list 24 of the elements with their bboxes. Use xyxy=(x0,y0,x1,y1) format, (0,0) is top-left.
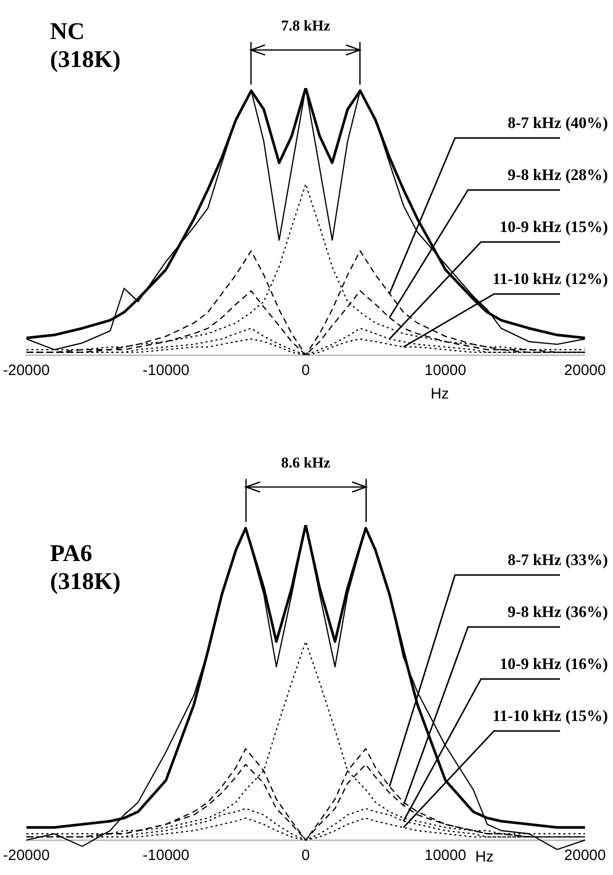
text: 7.8 kHz xyxy=(281,18,331,34)
x-tick-label: 20000 xyxy=(564,847,606,864)
x-tick-label: -20000 xyxy=(2,847,50,864)
text: 9-8 kHz (28%) xyxy=(508,167,608,184)
text: PA6 (318K) xyxy=(50,540,122,596)
x-axis-title: Hz xyxy=(475,848,494,866)
text: 10-9 kHz (16%) xyxy=(500,656,608,674)
text: 8-7 kHz (40%) xyxy=(508,115,608,132)
text: 8.6 kHz xyxy=(281,455,331,472)
x-tick-label: -10000 xyxy=(142,362,190,380)
x-tick-label: 20000 xyxy=(564,362,606,380)
x-tick-label: 0 xyxy=(302,847,310,864)
x-tick-label: 10000 xyxy=(424,362,466,380)
chart-title: NC (318K) xyxy=(50,18,122,74)
x-tick-label: -20000 xyxy=(2,362,50,380)
text: 9-8 kHz (36%) xyxy=(508,604,608,622)
x-tick-label: -10000 xyxy=(142,847,190,864)
text: 8-7 kHz (33%) xyxy=(508,552,608,570)
x-tick-label: 0 xyxy=(302,362,310,380)
x-tick-label: 10000 xyxy=(424,847,466,864)
text: 10-9 kHz (15%) xyxy=(500,219,608,236)
text: 11-10 kHz (12%) xyxy=(492,271,608,288)
x-axis-title: Hz xyxy=(430,386,449,403)
text: 11-10 kHz (15%) xyxy=(492,708,608,726)
